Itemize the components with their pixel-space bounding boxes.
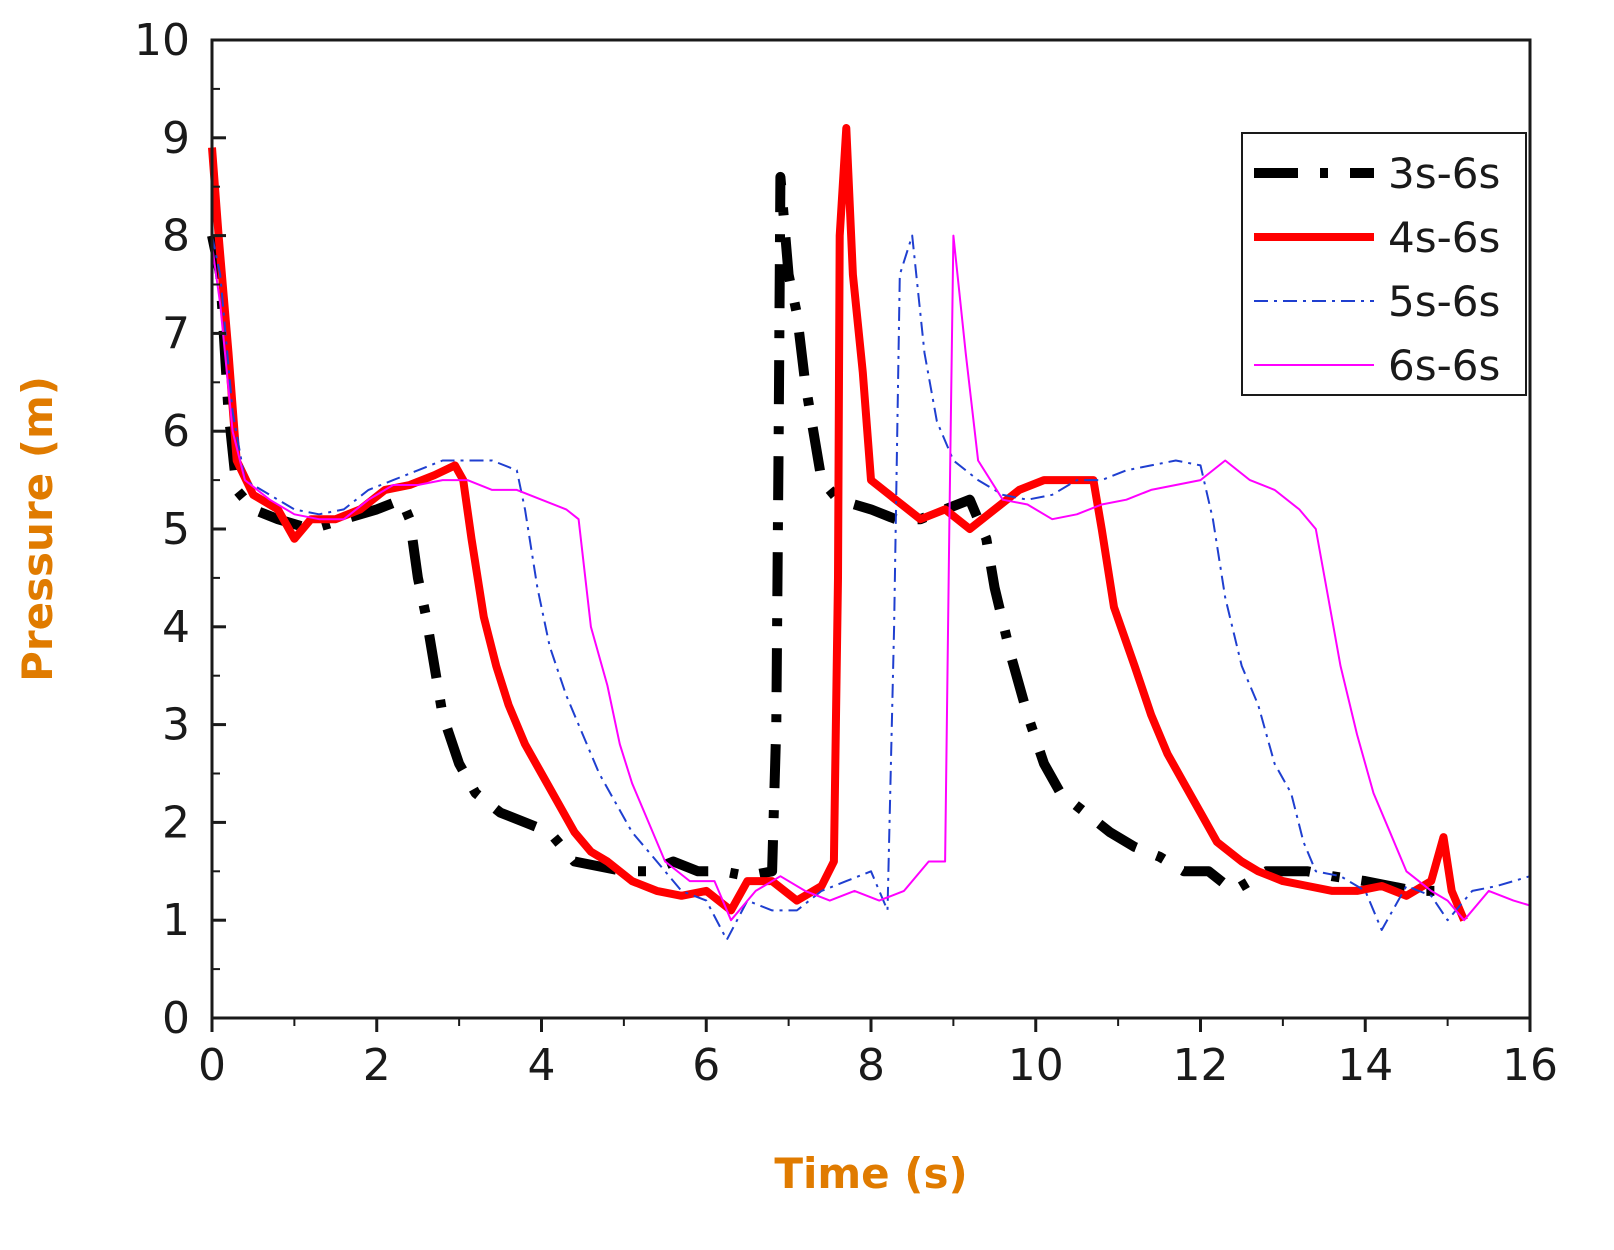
x-tick-label: 10 (1008, 1040, 1064, 1091)
y-tick-label: 8 (162, 211, 190, 262)
series-line-6s-6s (211, 234, 1531, 922)
y-tick-label: 9 (162, 113, 190, 164)
y-tick-label: 5 (162, 504, 190, 555)
x-axis-title: Time (s) (774, 1149, 967, 1198)
series-line-5s-6s (211, 234, 1531, 941)
x-tick-label: 6 (692, 1040, 720, 1091)
y-tick-label: 10 (134, 15, 190, 66)
legend-label-6s-6s: 6s-6s (1388, 341, 1500, 390)
legend-label-4s-6s: 4s-6s (1388, 213, 1500, 262)
legend-label-3s-6s: 3s-6s (1388, 149, 1500, 198)
y-tick-label: 3 (162, 700, 190, 751)
y-tick-label: 2 (162, 797, 190, 848)
y-tick-label: 0 (162, 993, 190, 1044)
series-line-3s-6s (207, 171, 1440, 896)
legend-label-5s-6s: 5s-6s (1388, 277, 1500, 326)
y-tick-label: 6 (162, 406, 190, 457)
x-tick-label: 4 (528, 1040, 556, 1091)
x-tick-label: 14 (1337, 1040, 1393, 1091)
x-tick-label: 0 (198, 1040, 226, 1091)
series-line-4s-6s (208, 124, 1468, 922)
x-tick-label: 16 (1502, 1040, 1558, 1091)
x-tick-label: 12 (1173, 1040, 1229, 1091)
y-tick-label: 1 (162, 895, 190, 946)
x-tick-label: 2 (363, 1040, 391, 1091)
legend: 3s-6s 4s-6s 5s-6s 6s-6s (1241, 132, 1527, 396)
y-axis-title: Pressure (m) (13, 376, 62, 682)
y-tick-label: 4 (162, 602, 190, 653)
series-layer (207, 124, 1531, 941)
x-tick-label: 8 (857, 1040, 885, 1091)
y-tick-label: 7 (162, 308, 190, 359)
